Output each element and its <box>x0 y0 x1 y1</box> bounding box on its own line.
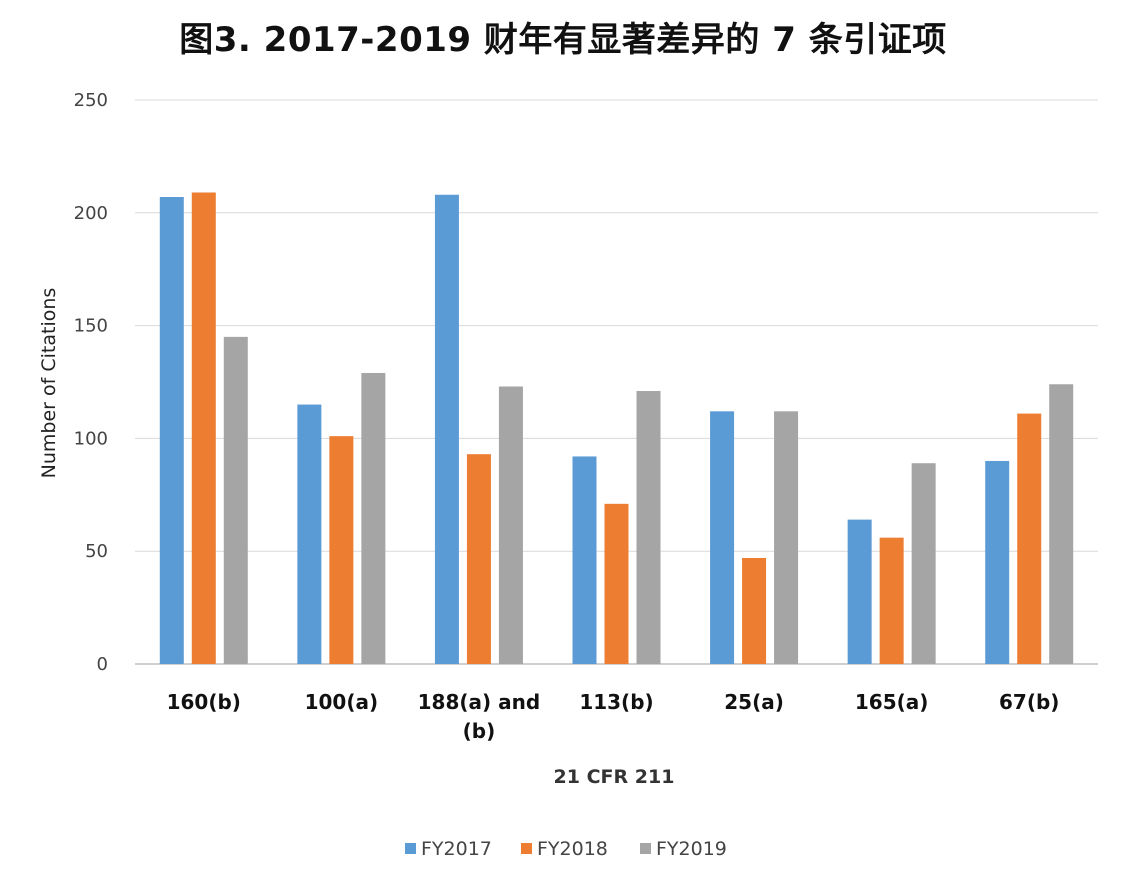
bar-fy2018 <box>879 537 904 664</box>
bar-fy2019 <box>498 386 523 664</box>
bar-fy2017 <box>572 456 597 664</box>
bar-fy2019 <box>636 391 661 664</box>
bar-fy2018 <box>604 503 629 664</box>
bar-fy2017 <box>985 460 1010 664</box>
legend-swatch-fy2018 <box>521 843 532 854</box>
y-axis-ticks: 0 50 100 150 200 250 <box>74 90 108 675</box>
y-tick-label: 100 <box>74 428 108 449</box>
x-category-label: 67(b) <box>999 690 1059 714</box>
bar-fy2017 <box>434 194 459 664</box>
bar-fy2019 <box>1049 384 1074 664</box>
y-tick-label: 250 <box>74 90 108 111</box>
x-category-label: 160(b) <box>167 690 241 714</box>
bar-fy2018 <box>191 192 216 664</box>
legend-swatch-fy2019 <box>640 843 651 854</box>
y-tick-label: 0 <box>97 654 108 675</box>
chart-title: 图3. 2017-2019 财年有显著差异的 7 条引证项 <box>179 20 947 60</box>
legend-swatch-fy2017 <box>405 843 416 854</box>
bar-fy2017 <box>297 404 322 664</box>
bar-fy2017 <box>159 197 184 664</box>
bar-fy2017 <box>847 519 872 664</box>
bar-fy2018 <box>742 557 767 664</box>
bar-fy2019 <box>774 411 799 664</box>
legend-label: FY2019 <box>656 838 727 860</box>
y-axis-title: Number of Citations <box>38 288 60 479</box>
x-category-label: 165(a) <box>855 690 929 714</box>
x-category-label: 113(b) <box>579 690 653 714</box>
legend-label: FY2018 <box>537 838 608 860</box>
bar-fy2018 <box>329 436 354 664</box>
legend: FY2017 FY2018 FY2019 <box>405 838 727 860</box>
bar-fy2019 <box>911 463 936 664</box>
x-axis-title: 21 CFR 211 <box>554 766 675 788</box>
legend-label: FY2017 <box>421 838 492 860</box>
x-category-label: 25(a) <box>724 690 784 714</box>
bar-fy2017 <box>710 411 735 664</box>
y-tick-label: 50 <box>85 541 108 562</box>
bar-fy2018 <box>1017 413 1042 664</box>
x-category-label: 100(a) <box>305 690 379 714</box>
bars <box>159 192 1074 664</box>
x-category-label: 188(a) and (b) <box>418 690 541 743</box>
bar-fy2019 <box>361 372 386 664</box>
y-tick-label: 150 <box>74 316 108 337</box>
y-tick-label: 200 <box>74 203 108 224</box>
bar-fy2019 <box>223 336 248 664</box>
bar-fy2018 <box>466 454 491 664</box>
x-axis-categories: 160(b) 100(a) 188(a) and (b) 113(b) 25(a) 165(… <box>167 690 1060 743</box>
